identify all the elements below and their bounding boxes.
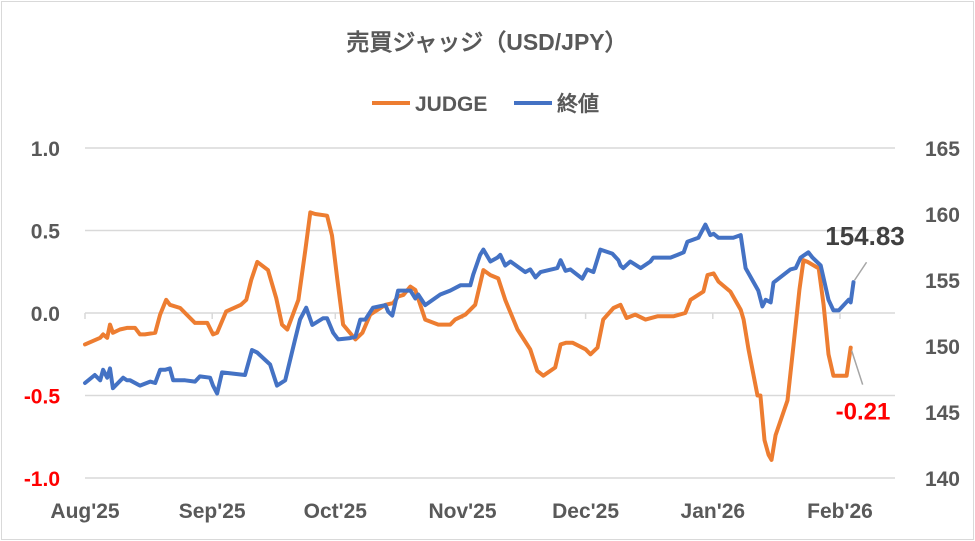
data-labels: 154.83 -0.21 bbox=[825, 221, 905, 425]
x-tick-label: Dec'25 bbox=[552, 500, 619, 523]
x-tick-label: Jan'26 bbox=[681, 500, 746, 523]
leader-line-judge bbox=[850, 350, 864, 385]
left-tick-label: 1.0 bbox=[31, 138, 60, 161]
right-tick-label: 165 bbox=[925, 138, 960, 161]
x-tick-label: Aug'25 bbox=[50, 500, 119, 523]
x-tick-label: Oct'25 bbox=[304, 500, 368, 523]
left-tick-label: 0.0 bbox=[31, 303, 60, 326]
x-tick-label: Sep'25 bbox=[179, 500, 246, 523]
left-tick-label: -1.0 bbox=[24, 468, 60, 491]
x-axis: Aug'25 Sep'25 Oct'25 Nov'25 Dec'25 Jan'26 Feb'… bbox=[50, 313, 873, 523]
right-axis: 165 160 155 150 145 140 bbox=[925, 138, 960, 491]
data-label-close: 154.83 bbox=[825, 221, 905, 251]
series-line-judge bbox=[83, 210, 853, 462]
legend: JUDGE 終値 bbox=[372, 92, 599, 116]
x-tick-label: Feb'26 bbox=[807, 500, 873, 523]
left-axis: 1.0 0.5 0.0 -0.5 -1.0 bbox=[24, 138, 61, 491]
legend-label-close: 終値 bbox=[557, 92, 599, 116]
right-tick-label: 160 bbox=[925, 204, 960, 227]
right-tick-label: 145 bbox=[925, 402, 960, 425]
series-line-close bbox=[83, 222, 856, 396]
series-lines bbox=[83, 210, 856, 462]
right-tick-label: 140 bbox=[925, 468, 960, 491]
legend-label-judge: JUDGE bbox=[415, 93, 487, 116]
left-tick-label: 0.5 bbox=[31, 221, 61, 244]
chart-title: 売買ジャッジ（USD/JPY） bbox=[346, 29, 627, 55]
right-tick-label: 150 bbox=[925, 336, 960, 359]
right-tick-label: 155 bbox=[925, 270, 960, 293]
data-label-judge: -0.21 bbox=[836, 399, 891, 426]
x-tick-label: Nov'25 bbox=[428, 500, 496, 523]
left-tick-label: -0.5 bbox=[24, 386, 61, 409]
leader-line-close bbox=[853, 261, 868, 281]
gridlines bbox=[85, 147, 895, 479]
